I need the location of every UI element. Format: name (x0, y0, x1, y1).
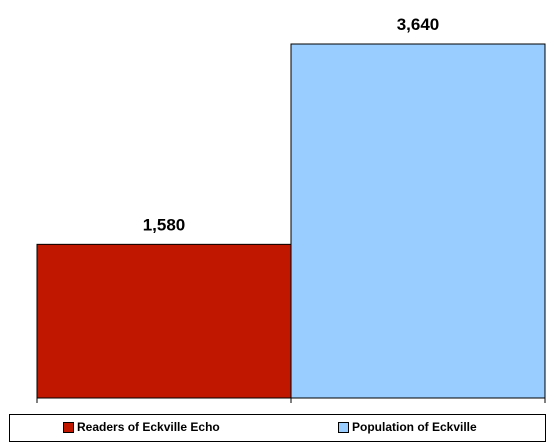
legend-item-population: Population of Eckville (338, 420, 477, 434)
data-label-0: 1,580 (143, 215, 186, 234)
legend-item-readers: Readers of Eckville Echo (63, 420, 220, 434)
bars-group (36, 43, 546, 399)
data-labels-group: 1,580 3,640 (143, 15, 440, 234)
legend-label-population: Population of Eckville (352, 420, 477, 434)
bar-0 (36, 243, 292, 399)
bar-1 (290, 43, 546, 399)
bar-chart: 1,580 3,640 (36, 15, 546, 403)
legend-swatch-population (338, 421, 349, 433)
data-label-1: 3,640 (397, 15, 440, 34)
legend-swatch-readers (63, 421, 74, 433)
x-axis-ticks (36, 398, 546, 403)
legend: Readers of Eckville Echo Population of E… (9, 414, 546, 442)
legend-label-readers: Readers of Eckville Echo (77, 420, 220, 434)
